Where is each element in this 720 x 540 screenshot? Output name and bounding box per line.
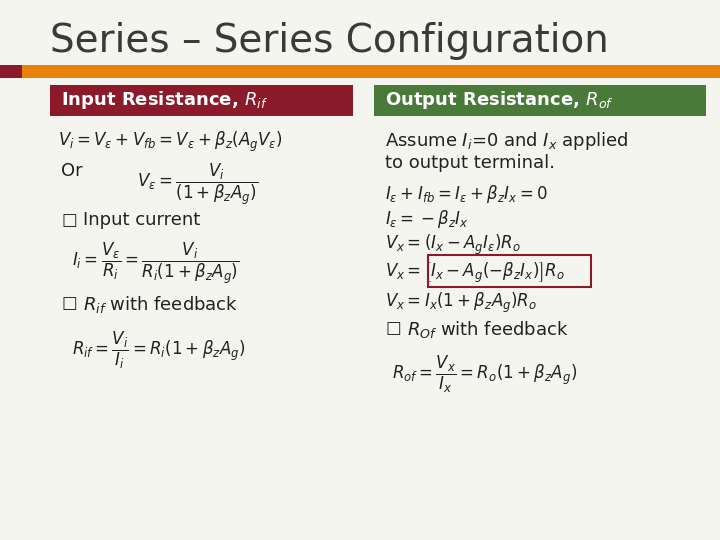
Text: $R_{Of}$ with feedback: $R_{Of}$ with feedback	[407, 319, 568, 340]
Text: Series – Series Configuration: Series – Series Configuration	[50, 22, 609, 59]
Text: $V_x = (I_x - A_g I_\varepsilon)R_o$: $V_x = (I_x - A_g I_\varepsilon)R_o$	[385, 233, 521, 258]
Text: $V_\varepsilon = \dfrac{V_i}{(1+\beta_z A_g)}$: $V_\varepsilon = \dfrac{V_i}{(1+\beta_z …	[137, 162, 258, 207]
FancyBboxPatch shape	[0, 65, 22, 78]
Text: Output Resistance, $R_{of}$: Output Resistance, $R_{of}$	[385, 90, 614, 111]
Text: $V_x = \left[I_x - A_g(-\beta_z I_x)\right]R_o$: $V_x = \left[I_x - A_g(-\beta_z I_x)\rig…	[385, 260, 565, 285]
Text: Input current: Input current	[83, 211, 200, 228]
Text: $R_{if}$ with feedback: $R_{if}$ with feedback	[83, 294, 238, 315]
Text: $R_{of} = \dfrac{V_x}{I_x} = R_o(1+\beta_z A_g)$: $R_{of} = \dfrac{V_x}{I_x} = R_o(1+\beta…	[392, 354, 577, 395]
Text: □: □	[61, 211, 77, 228]
Text: $R_{if} = \dfrac{V_i}{I_i} = R_i(1+\beta_z A_g)$: $R_{if} = \dfrac{V_i}{I_i} = R_i(1+\beta…	[72, 329, 246, 370]
Text: $I_\varepsilon = -\beta_z I_x$: $I_\varepsilon = -\beta_z I_x$	[385, 208, 469, 230]
FancyBboxPatch shape	[374, 85, 706, 116]
Text: $V_x = I_x(1+\beta_z A_g)R_o$: $V_x = I_x(1+\beta_z A_g)R_o$	[385, 291, 537, 315]
Text: $I_\varepsilon + I_{fb} = I_\varepsilon + \beta_z I_x = 0$: $I_\varepsilon + I_{fb} = I_\varepsilon …	[385, 183, 548, 205]
Text: Input Resistance, $R_{if}$: Input Resistance, $R_{if}$	[61, 90, 269, 111]
FancyBboxPatch shape	[50, 85, 353, 116]
Text: $V_i = V_\varepsilon + V_{fb} = V_\varepsilon + \beta_z(A_g V_\varepsilon)$: $V_i = V_\varepsilon + V_{fb} = V_\varep…	[58, 130, 282, 154]
Text: $I_i = \dfrac{V_\varepsilon}{R_i} = \dfrac{V_i}{R_i(1+\beta_z A_g)}$: $I_i = \dfrac{V_\varepsilon}{R_i} = \dfr…	[72, 240, 240, 286]
Text: Assume $I_i$=0 and $I_x$ applied
to output terminal.: Assume $I_i$=0 and $I_x$ applied to outp…	[385, 130, 629, 172]
Text: □: □	[385, 319, 401, 336]
Text: Or: Or	[61, 162, 83, 180]
FancyBboxPatch shape	[0, 65, 720, 78]
Text: □: □	[61, 294, 77, 312]
